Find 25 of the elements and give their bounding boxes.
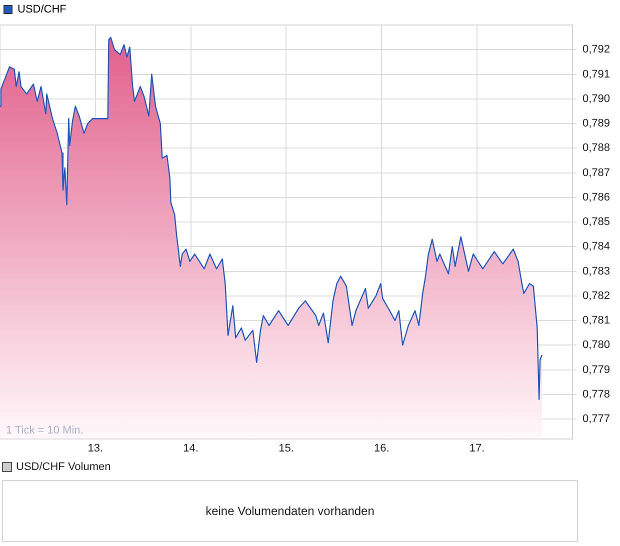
x-tick-label: 17. xyxy=(469,442,485,454)
legend-label: USD/CHF xyxy=(18,4,67,16)
y-tick-label: 0,788 xyxy=(582,142,610,154)
y-tick-label: 0,786 xyxy=(582,191,610,204)
text: USD/CHF Volumen xyxy=(16,461,111,473)
x-tick-label: 13. xyxy=(88,442,104,454)
x-tick-label: 15. xyxy=(278,442,294,454)
y-tick-label: 0,778 xyxy=(582,388,610,400)
y-tick-label: 0,790 xyxy=(582,92,610,105)
y-tick-label: 0,784 xyxy=(582,240,610,253)
y-tick-label: 0,782 xyxy=(582,290,610,302)
y-tick-label: 0,783 xyxy=(582,265,610,278)
y-tick-label: 0,787 xyxy=(582,166,610,179)
y-tick-label: 0,792 xyxy=(582,44,610,56)
y-tick-label: 0,780 xyxy=(582,339,610,352)
text: keine Volumendaten vorhanden xyxy=(206,504,374,518)
y-tick-label: 0,791 xyxy=(582,68,610,80)
y-tick-label: 0,781 xyxy=(582,314,610,327)
x-tick-label: 16. xyxy=(374,442,390,454)
y-tick-label: 0,785 xyxy=(582,216,610,228)
y-tick-label: 0,777 xyxy=(582,413,610,426)
y-tick-label: 0,789 xyxy=(582,118,610,130)
y-tick-label: 0,779 xyxy=(582,364,610,376)
annotation: 1 Tick = 10 Min. xyxy=(6,424,84,436)
x-tick-label: 14. xyxy=(183,442,198,454)
